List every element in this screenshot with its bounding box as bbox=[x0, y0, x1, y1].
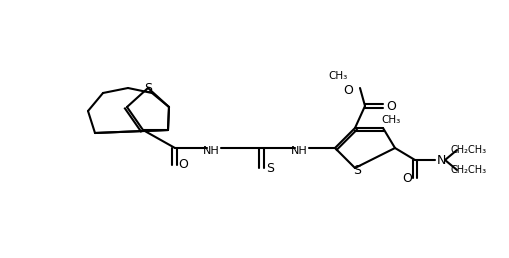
Text: O: O bbox=[178, 158, 188, 172]
Text: NH: NH bbox=[202, 146, 219, 156]
Text: NH: NH bbox=[290, 146, 307, 156]
Text: CH₃: CH₃ bbox=[328, 71, 347, 81]
Text: O: O bbox=[401, 172, 411, 184]
Text: CH₂CH₃: CH₂CH₃ bbox=[450, 165, 486, 175]
Text: O: O bbox=[385, 100, 395, 112]
Text: N: N bbox=[436, 154, 445, 166]
Text: CH₃: CH₃ bbox=[381, 115, 400, 125]
Text: O: O bbox=[343, 84, 352, 96]
Text: S: S bbox=[352, 164, 360, 176]
Text: S: S bbox=[266, 162, 273, 174]
Text: CH₂CH₃: CH₂CH₃ bbox=[450, 145, 486, 155]
Text: S: S bbox=[144, 82, 152, 94]
